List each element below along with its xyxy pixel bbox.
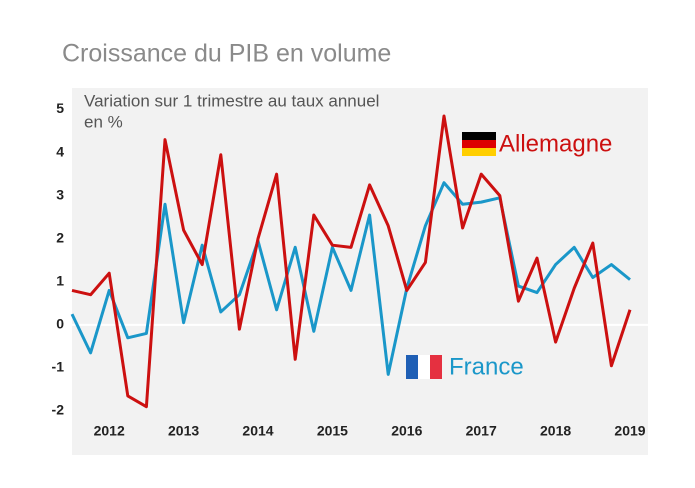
- x-tick-label: 2018: [540, 423, 571, 439]
- y-tick-label: 0: [56, 316, 64, 332]
- x-tick-label: 2016: [391, 423, 422, 439]
- y-tick-label: -1: [52, 359, 65, 375]
- flag-germany: [462, 132, 496, 156]
- series-line: [71, 114, 632, 409]
- subtitle: Variation sur 1 trimestre au taux annuel: [84, 91, 379, 110]
- legend-label: France: [449, 353, 524, 380]
- x-tick-label: 2015: [317, 423, 348, 439]
- chart-title: Croissance du PIB en volume: [62, 40, 391, 68]
- x-tick-label: 2012: [94, 423, 125, 439]
- y-tick-label: 1: [56, 272, 64, 288]
- y-axis-label: en %: [84, 112, 123, 131]
- x-tick-label: 2019: [614, 423, 645, 439]
- x-tick-label: 2013: [168, 423, 199, 439]
- y-tick-label: 4: [56, 143, 64, 159]
- x-tick-label: 2014: [242, 423, 273, 439]
- x-tick-label: 2017: [466, 423, 497, 439]
- legend-label: Allemagne: [499, 130, 612, 157]
- y-tick-label: 2: [56, 229, 64, 245]
- y-tick-label: -2: [52, 402, 65, 418]
- series-line: [70, 181, 631, 376]
- flag-france: [406, 355, 442, 379]
- y-tick-label: 5: [56, 100, 64, 116]
- y-tick-label: 3: [56, 186, 64, 202]
